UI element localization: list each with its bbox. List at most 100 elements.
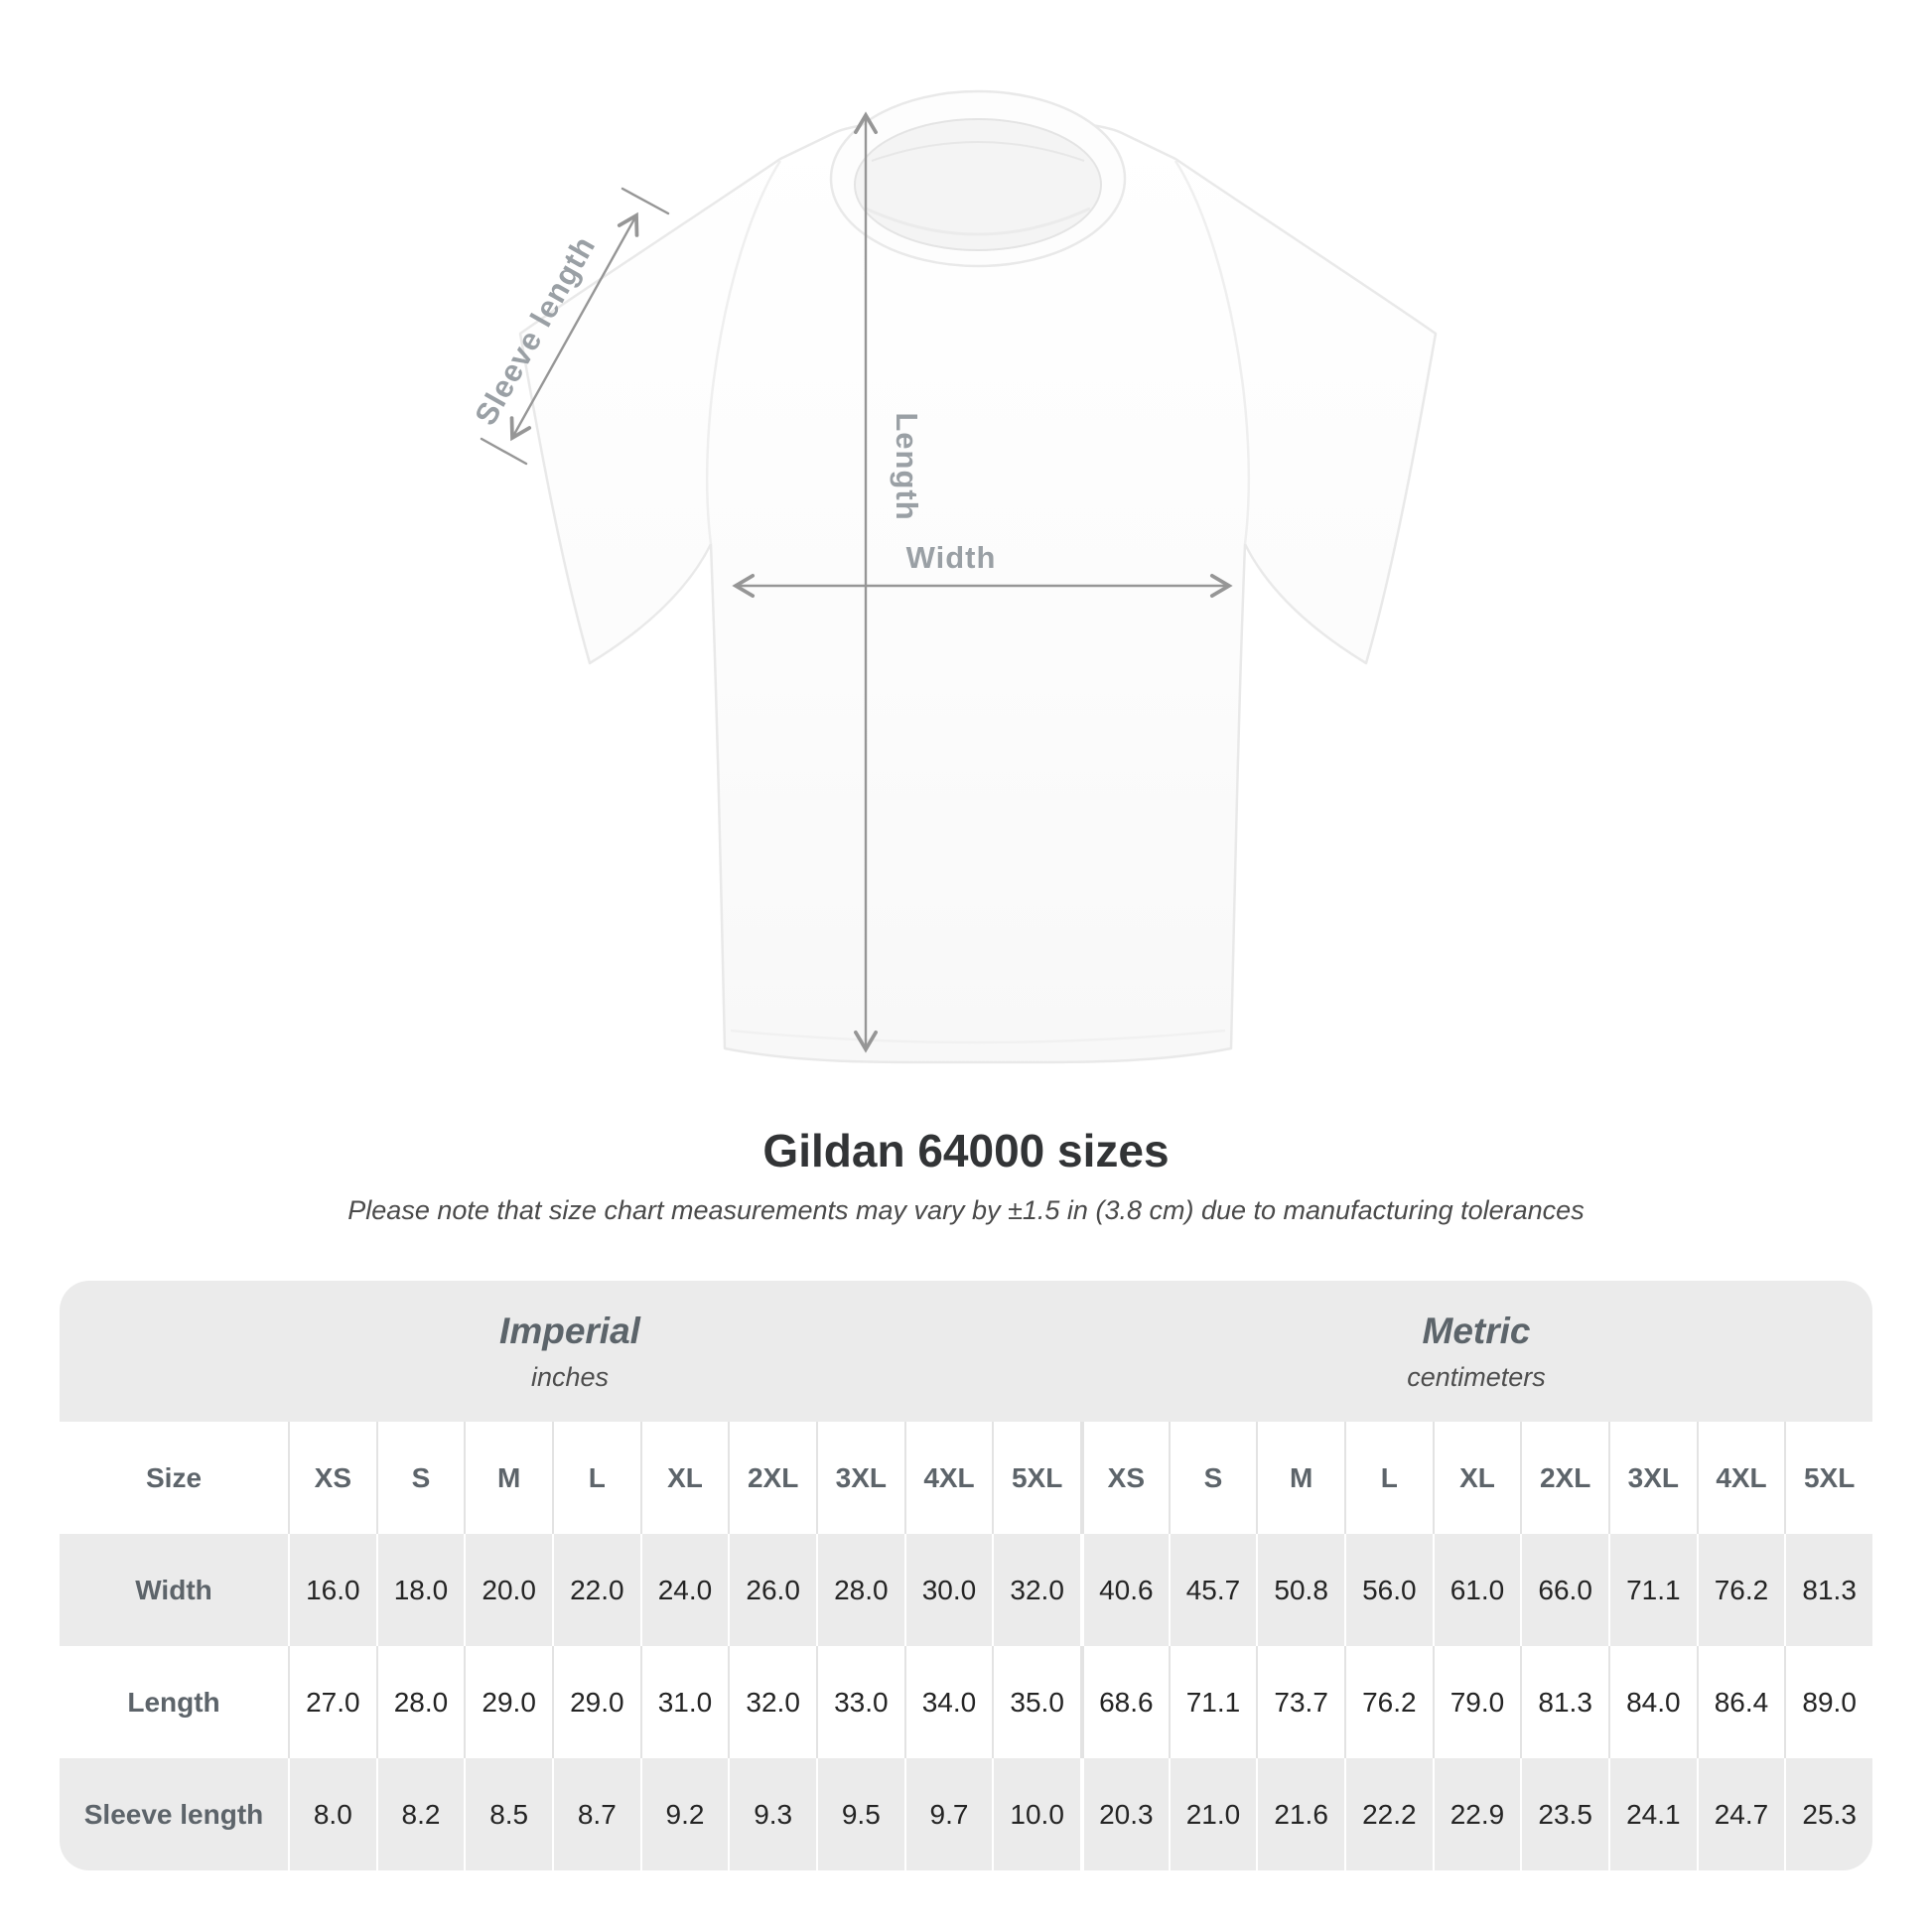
size-column-header: M bbox=[1256, 1422, 1344, 1534]
size-value-cell: 31.0 bbox=[639, 1646, 729, 1758]
row-label: Sleeve length bbox=[60, 1758, 288, 1870]
sleeve-length-end-tick-top bbox=[621, 187, 670, 215]
size-value-cell: 9.2 bbox=[639, 1758, 729, 1870]
size-value-cell: 8.2 bbox=[375, 1758, 465, 1870]
size-table: Imperial inches Metric centimeters Size X… bbox=[60, 1281, 1872, 1870]
size-value-cell: 22.0 bbox=[551, 1534, 640, 1646]
unit-imperial-header: Imperial inches bbox=[60, 1281, 1080, 1422]
imperial-label: Imperial bbox=[499, 1310, 640, 1351]
size-value-cell: 26.0 bbox=[728, 1534, 816, 1646]
size-column-header: 4XL bbox=[903, 1422, 993, 1534]
page-title: Gildan 64000 sizes bbox=[762, 1125, 1170, 1176]
size-value-cell: 71.1 bbox=[1607, 1534, 1697, 1646]
size-value-cell: 16.0 bbox=[288, 1534, 376, 1646]
size-value-cell: 24.7 bbox=[1696, 1758, 1785, 1870]
size-value-cell: 84.0 bbox=[1607, 1646, 1697, 1758]
size-value-cell: 50.8 bbox=[1256, 1534, 1344, 1646]
size-column-header: XS bbox=[288, 1422, 376, 1534]
size-value-cell: 81.3 bbox=[1784, 1534, 1872, 1646]
length-label: Length bbox=[890, 412, 924, 520]
metric-label: Metric bbox=[1422, 1310, 1531, 1351]
size-value-cell: 45.7 bbox=[1168, 1534, 1257, 1646]
tshirt-figure-svg: Sleeve length Length Width bbox=[468, 89, 1438, 1064]
size-value-cell: 27.0 bbox=[288, 1646, 376, 1758]
tshirt-armhole-seam-left bbox=[705, 160, 782, 545]
size-value-cell: 81.3 bbox=[1520, 1646, 1608, 1758]
size-column-header: 5XL bbox=[1784, 1422, 1872, 1534]
unit-header-band: Imperial inches Metric centimeters bbox=[60, 1281, 1872, 1422]
row-label: Length bbox=[60, 1646, 288, 1758]
size-value-cell: 9.7 bbox=[903, 1758, 993, 1870]
size-value-cell: 29.0 bbox=[464, 1646, 552, 1758]
size-value-cell: 28.0 bbox=[375, 1646, 465, 1758]
sleeve-length-end-tick-bottom bbox=[480, 437, 528, 466]
size-column-header: XL bbox=[639, 1422, 729, 1534]
size-value-cell: 32.0 bbox=[992, 1534, 1080, 1646]
size-value-cell: 71.1 bbox=[1168, 1646, 1257, 1758]
size-value-cell: 21.6 bbox=[1256, 1758, 1344, 1870]
size-value-cell: 20.3 bbox=[1079, 1758, 1169, 1870]
size-value-cell: 25.3 bbox=[1784, 1758, 1872, 1870]
size-value-cell: 29.0 bbox=[551, 1646, 640, 1758]
size-value-cell: 68.6 bbox=[1079, 1646, 1169, 1758]
size-column-header: 5XL bbox=[992, 1422, 1080, 1534]
size-value-cell: 21.0 bbox=[1168, 1758, 1257, 1870]
imperial-unit-label: inches bbox=[530, 1361, 610, 1392]
size-value-cell: 89.0 bbox=[1784, 1646, 1872, 1758]
size-column-header: S bbox=[375, 1422, 465, 1534]
tshirt-armhole-seam-right bbox=[1173, 160, 1251, 545]
size-value-cell: 40.6 bbox=[1079, 1534, 1169, 1646]
size-value-cell: 66.0 bbox=[1520, 1534, 1608, 1646]
size-value-cell: 24.1 bbox=[1607, 1758, 1697, 1870]
size-value-cell: 10.0 bbox=[992, 1758, 1080, 1870]
size-value-cell: 32.0 bbox=[728, 1646, 816, 1758]
tshirt-hem-stitch bbox=[730, 1029, 1226, 1044]
metric-unit-label: centimeters bbox=[1407, 1361, 1546, 1392]
size-column-title: Size bbox=[60, 1422, 288, 1534]
size-column-header: XL bbox=[1432, 1422, 1521, 1534]
row-label: Width bbox=[60, 1534, 288, 1646]
size-value-cell: 8.7 bbox=[551, 1758, 640, 1870]
tshirt-collar-back-seam bbox=[871, 141, 1085, 162]
size-value-cell: 20.0 bbox=[464, 1534, 552, 1646]
size-value-cell: 34.0 bbox=[903, 1646, 993, 1758]
size-value-cell: 79.0 bbox=[1432, 1646, 1521, 1758]
size-value-cell: 22.9 bbox=[1432, 1758, 1521, 1870]
size-table-grid: Size XS S M L XL 2XL 3XL 4XL 5XL XS S M L XL 2XL 3XL 4XL 5… bbox=[60, 1422, 1872, 1870]
size-value-cell: 22.2 bbox=[1343, 1758, 1433, 1870]
tshirt-collar-opening bbox=[854, 118, 1102, 251]
size-column-header: L bbox=[1343, 1422, 1433, 1534]
size-value-cell: 86.4 bbox=[1696, 1646, 1785, 1758]
size-value-cell: 73.7 bbox=[1256, 1646, 1344, 1758]
size-column-header: 3XL bbox=[815, 1422, 904, 1534]
size-column-header: M bbox=[464, 1422, 552, 1534]
size-value-cell: 61.0 bbox=[1432, 1534, 1521, 1646]
sleeve-length-arrow bbox=[509, 211, 639, 442]
size-column-header: 2XL bbox=[728, 1422, 816, 1534]
size-value-cell: 8.5 bbox=[464, 1758, 552, 1870]
size-column-header: 4XL bbox=[1696, 1422, 1785, 1534]
size-value-cell: 76.2 bbox=[1343, 1646, 1433, 1758]
size-column-header: S bbox=[1168, 1422, 1257, 1534]
tolerance-note: Please note that size chart measurements… bbox=[347, 1195, 1585, 1225]
size-value-cell: 56.0 bbox=[1343, 1534, 1433, 1646]
tshirt-collar-shadow bbox=[865, 207, 1091, 236]
size-value-cell: 18.0 bbox=[375, 1534, 465, 1646]
width-label: Width bbox=[906, 540, 997, 575]
size-column-header: L bbox=[551, 1422, 640, 1534]
size-column-header: 3XL bbox=[1607, 1422, 1697, 1534]
size-value-cell: 30.0 bbox=[903, 1534, 993, 1646]
dimension-annotations bbox=[480, 111, 1233, 1053]
size-value-cell: 35.0 bbox=[992, 1646, 1080, 1758]
size-value-cell: 28.0 bbox=[815, 1534, 904, 1646]
tshirt-illustration bbox=[518, 89, 1438, 1064]
size-value-cell: 9.5 bbox=[815, 1758, 904, 1870]
size-column-header: XS bbox=[1079, 1422, 1169, 1534]
size-value-cell: 24.0 bbox=[639, 1534, 729, 1646]
tshirt-size-diagram: Sleeve length Length Width bbox=[468, 89, 1438, 1064]
size-value-cell: 23.5 bbox=[1520, 1758, 1608, 1870]
size-value-cell: 76.2 bbox=[1696, 1534, 1785, 1646]
size-value-cell: 33.0 bbox=[815, 1646, 904, 1758]
unit-metric-header: Metric centimeters bbox=[1080, 1281, 1872, 1422]
size-value-cell: 9.3 bbox=[728, 1758, 816, 1870]
